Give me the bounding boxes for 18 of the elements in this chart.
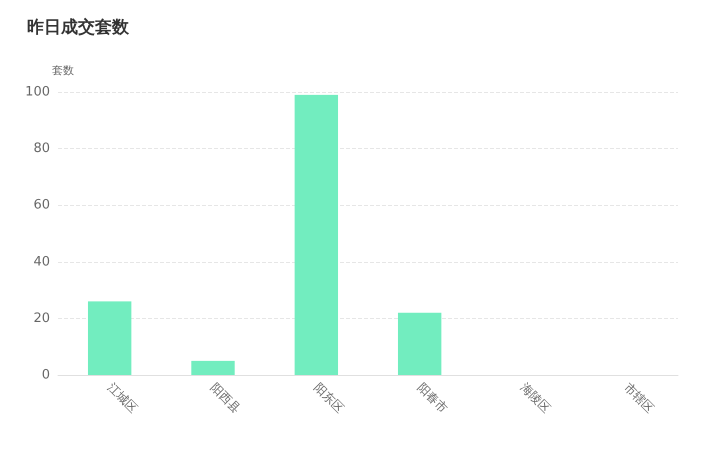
chart-title: 昨日成交套数: [27, 18, 130, 38]
bar: [191, 360, 235, 375]
x-tick-label: 阳西县: [208, 380, 244, 416]
y-tick-label: 40: [33, 254, 50, 270]
y-tick-label: 0: [42, 368, 50, 382]
y-tick-label: 60: [33, 198, 50, 213]
x-tick-label: 江城区: [104, 380, 140, 416]
bar: [294, 94, 338, 375]
y-tick-label: 80: [33, 141, 50, 156]
bar: [88, 301, 132, 375]
y-tick-label: 20: [33, 310, 50, 326]
x-tick-label: 阳东区: [311, 380, 347, 416]
bar: [398, 312, 442, 375]
y-axis-title: 套数: [52, 64, 74, 77]
y-tick-label: 100: [25, 84, 50, 100]
x-tick-label: 阳春市: [414, 380, 450, 416]
x-tick-label: 市辖区: [621, 380, 657, 416]
x-tick-label: 海陵区: [518, 380, 554, 416]
